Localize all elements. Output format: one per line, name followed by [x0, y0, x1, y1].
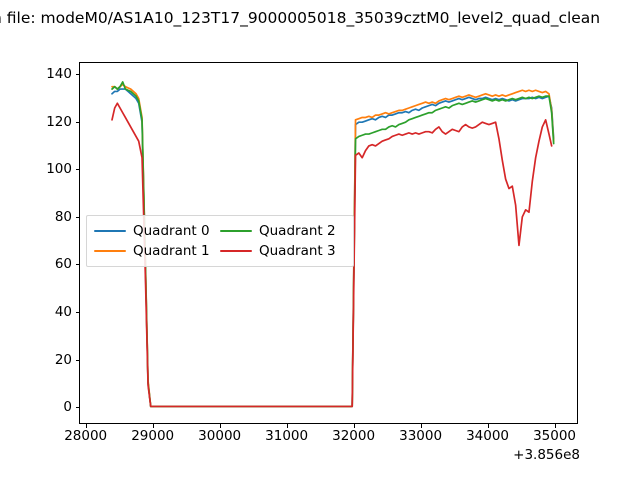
x-tick-mark: [353, 424, 355, 428]
x-tick-label: 29000: [131, 428, 175, 444]
x-tick-mark: [487, 424, 489, 428]
y-tick-mark: [75, 121, 79, 123]
x-tick-mark: [286, 424, 288, 428]
y-tick-label: 60: [54, 256, 72, 273]
y-tick-label: 120: [46, 113, 72, 130]
legend-grid: Quadrant 0 Quadrant 2 Quadrant 1 Quadrant 3: [94, 221, 346, 261]
y-tick-mark: [75, 73, 79, 75]
legend-entry[interactable]: Quadrant 1: [94, 243, 220, 259]
y-axis-tick-labels: 0 20 40 60 80 100 120 140: [8, 62, 72, 424]
y-tick-mark: [75, 359, 79, 361]
legend-label: Quadrant 0: [133, 223, 210, 239]
x-axis-tick-labels: 28000 29000 30000 31000 32000 33000 34000 35000: [0, 424, 640, 450]
x-axis-offset-label: +3.856e8: [513, 447, 580, 463]
y-tick-label: 40: [54, 304, 72, 321]
series-line-quadrant-3: [112, 103, 552, 406]
y-tick-mark: [75, 169, 79, 171]
x-tick-label: 33000: [399, 428, 443, 444]
x-tick-label: 35000: [533, 428, 577, 444]
y-tick-mark: [75, 312, 79, 314]
legend-line-swatch: [94, 229, 126, 233]
y-tick-label: 100: [46, 161, 72, 178]
chart-title: n file: modeM0/AS1A10_123T17_9000005018_…: [0, 9, 601, 27]
x-tick-mark: [152, 424, 154, 428]
y-tick-label: 80: [54, 208, 72, 225]
x-tick-mark: [554, 424, 556, 428]
y-tick-mark: [75, 264, 79, 266]
x-tick-label: 34000: [466, 428, 510, 444]
y-tick-label: 140: [46, 65, 72, 82]
y-tick-label: 20: [54, 351, 72, 368]
x-tick-mark: [420, 424, 422, 428]
x-tick-label: 31000: [265, 428, 309, 444]
legend-label: Quadrant 3: [259, 243, 336, 259]
y-tick-label: 0: [63, 399, 72, 416]
x-tick-label: 32000: [332, 428, 376, 444]
x-tick-mark: [85, 424, 87, 428]
legend-entry[interactable]: Quadrant 0: [94, 223, 220, 239]
legend-label: Quadrant 1: [133, 243, 210, 259]
plot-lines-svg: [80, 63, 577, 423]
legend-label: Quadrant 2: [259, 223, 336, 239]
x-tick-label: 30000: [198, 428, 242, 444]
y-tick-mark: [75, 407, 79, 409]
legend-line-swatch: [94, 249, 126, 253]
legend-line-swatch: [220, 229, 252, 233]
chart-legend: Quadrant 0 Quadrant 2 Quadrant 1 Quadrant 3: [86, 215, 354, 267]
legend-entry[interactable]: Quadrant 3: [220, 243, 346, 259]
legend-line-swatch: [220, 249, 252, 253]
y-tick-mark: [75, 216, 79, 218]
legend-entry[interactable]: Quadrant 2: [220, 223, 346, 239]
x-tick-label: 28000: [64, 428, 108, 444]
x-tick-mark: [219, 424, 221, 428]
